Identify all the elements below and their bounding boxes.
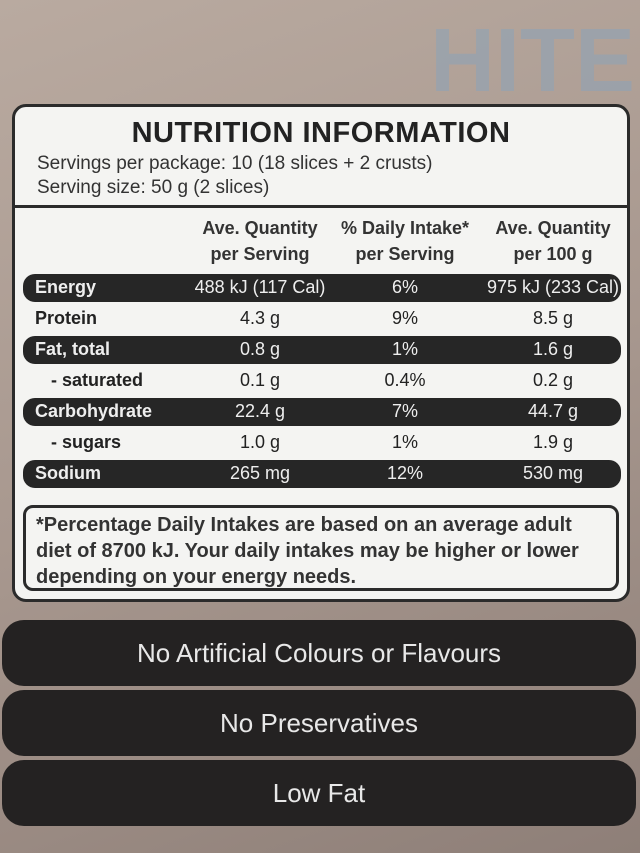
column-header-line: per 100 g — [513, 244, 593, 264]
nutrient-value: 975 kJ (233 Cal) — [486, 277, 620, 297]
table-row: Carbohydrate 22.4 g 7% 44.7 g — [23, 398, 621, 426]
nutrient-name: Fat, total — [35, 339, 110, 359]
table-row: - saturated 0.1 g 0.4% 0.2 g — [23, 367, 621, 395]
nutrient-name: Carbohydrate — [35, 401, 153, 421]
nutrient-value: 0.4% — [384, 370, 426, 390]
nutrient-value: 1% — [391, 432, 418, 452]
nutrition-panel: NUTRITION INFORMATION Servings per packa… — [12, 104, 630, 602]
table-row: - sugars 1.0 g 1% 1.9 g — [23, 429, 621, 457]
nutrient-value: 1.0 g — [239, 432, 281, 452]
nutrient-value: 6% — [391, 277, 418, 297]
nutrient-value: 8.5 g — [532, 308, 574, 328]
column-header-line: Ave. Quantity — [495, 218, 611, 238]
background-print: ƎTIH — [430, 11, 636, 111]
claim-badge: No Artificial Colours or Flavours — [2, 620, 636, 686]
nutrient-value: 12% — [386, 463, 424, 483]
nutrient-value: 1.6 g — [532, 339, 574, 359]
table-row: Fat, total 0.8 g 1% 1.6 g — [23, 336, 621, 364]
nutrient-value: 265 mg — [229, 463, 291, 483]
nutrient-name: Energy — [35, 277, 97, 297]
column-header: Ave. Quantity per 100 g — [478, 215, 628, 267]
table-row: Energy 488 kJ (117 Cal) 6% 975 kJ (233 Cal) — [23, 274, 621, 302]
column-header: Ave. Quantity per Serving — [185, 215, 335, 267]
nutrient-name: Protein — [35, 308, 98, 328]
nutrient-value: 1.9 g — [532, 432, 574, 452]
column-header: % Daily Intake* per Serving — [330, 215, 480, 267]
nutrient-name: Sodium — [35, 463, 101, 483]
servings-per-package: Servings per package: 10 (18 slices + 2 … — [37, 153, 433, 174]
nutrient-value: 1% — [391, 339, 418, 359]
nutrient-value: 44.7 g — [527, 401, 579, 421]
nutrient-name: - saturated — [51, 370, 144, 390]
nutrient-value: 0.8 g — [239, 339, 281, 359]
column-header-line: per Serving — [355, 244, 455, 264]
nutrient-value: 7% — [391, 401, 418, 421]
nutrient-value: 488 kJ (117 Cal) — [194, 277, 326, 297]
footnote: *Percentage Daily Intakes are based on a… — [23, 505, 619, 591]
claim-badge: No Preservatives — [2, 690, 636, 756]
nutrient-value: 0.2 g — [532, 370, 574, 390]
nutrient-value: 4.3 g — [239, 308, 281, 328]
nutrient-name: - sugars — [51, 432, 122, 452]
column-header-line: per Serving — [210, 244, 310, 264]
column-header-line: % Daily Intake* — [340, 218, 470, 238]
table-row: Sodium 265 mg 12% 530 mg — [23, 460, 621, 488]
table-row: Protein 4.3 g 9% 8.5 g — [23, 305, 621, 333]
nutrient-value: 530 mg — [522, 463, 584, 483]
title: NUTRITION INFORMATION — [131, 117, 511, 149]
nutrient-value: 0.1 g — [239, 370, 281, 390]
nutrient-value: 22.4 g — [234, 401, 286, 421]
nutrient-value: 9% — [391, 308, 418, 328]
claim-badge: Low Fat — [2, 760, 636, 826]
divider — [15, 205, 627, 208]
serving-size: Serving size: 50 g (2 slices) — [37, 177, 270, 198]
column-header-line: Ave. Quantity — [202, 218, 318, 238]
